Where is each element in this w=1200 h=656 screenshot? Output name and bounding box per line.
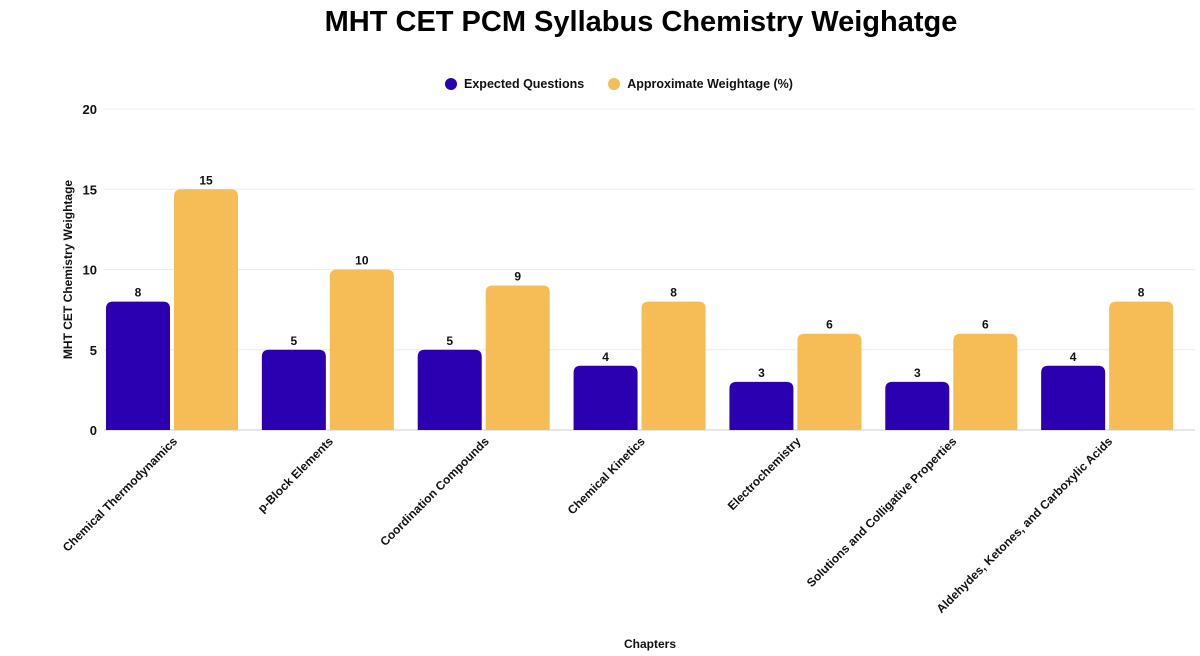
legend-swatch-approximate-weightage bbox=[608, 78, 621, 90]
legend-label-approximate-weightage: Approximate Weightage (%) bbox=[627, 77, 793, 91]
y-tick-label: 0 bbox=[90, 423, 97, 438]
bar-expected-questions bbox=[1041, 365, 1106, 430]
bar-expected-questions bbox=[885, 381, 950, 430]
bar-expected-questions bbox=[573, 365, 638, 430]
data-label: 4 bbox=[602, 350, 609, 364]
bar-approximate-weightage bbox=[329, 269, 394, 430]
x-tick-label: Chemical Kinetics bbox=[565, 434, 648, 517]
x-tick-label: Solutions and Colligative Properties bbox=[804, 434, 960, 590]
x-tick-label: p-Block Elements bbox=[255, 434, 336, 515]
bar-approximate-weightage bbox=[641, 301, 706, 430]
chart-legend: Expected Questions Approximate Weightage… bbox=[0, 77, 1200, 91]
bar-expected-questions bbox=[261, 349, 326, 430]
data-label: 5 bbox=[291, 334, 298, 348]
data-label: 3 bbox=[914, 366, 921, 380]
x-axis-title: Chapters bbox=[624, 637, 676, 651]
y-tick-label: 15 bbox=[83, 182, 97, 197]
legend-item-expected-questions[interactable]: Expected Questions bbox=[445, 77, 584, 91]
legend-label-expected-questions: Expected Questions bbox=[464, 77, 585, 91]
data-label: 5 bbox=[446, 334, 453, 348]
data-label: 10 bbox=[355, 254, 369, 268]
data-label: 8 bbox=[670, 286, 677, 300]
data-label: 4 bbox=[1070, 350, 1077, 364]
data-label: 9 bbox=[514, 270, 521, 284]
y-tick-label: 10 bbox=[83, 263, 97, 278]
legend-swatch-expected-questions bbox=[445, 78, 458, 90]
chart-title: MHT CET PCM Syllabus Chemistry Weighatge bbox=[324, 6, 958, 38]
data-label: 3 bbox=[758, 366, 765, 380]
data-label: 15 bbox=[199, 173, 213, 187]
bar-approximate-weightage bbox=[174, 189, 238, 430]
legend-item-approximate-weightage[interactable]: Approximate Weightage (%) bbox=[608, 77, 793, 91]
y-tick-label: 5 bbox=[90, 343, 97, 358]
y-axis-title: MHT CET Chemistry Weightage bbox=[61, 180, 75, 359]
x-tick-label: Coordination Compounds bbox=[377, 434, 492, 549]
x-tick-label: Electrochemistry bbox=[725, 434, 804, 513]
data-label: 8 bbox=[135, 286, 142, 300]
data-label: 8 bbox=[1138, 286, 1145, 300]
bar-approximate-weightage bbox=[1109, 301, 1174, 430]
y-tick-label: 20 bbox=[83, 102, 97, 117]
bar-approximate-weightage bbox=[797, 333, 862, 430]
x-tick-label: Chemical Thermodynamics bbox=[60, 434, 180, 554]
bar-expected-questions bbox=[106, 301, 170, 430]
data-label: 6 bbox=[826, 318, 833, 332]
bar-approximate-weightage bbox=[953, 333, 1018, 430]
bar-expected-questions bbox=[417, 349, 482, 430]
x-tick-label: Aldehydes, Ketones, and Carboxylic Acids bbox=[934, 434, 1116, 616]
data-label: 6 bbox=[982, 318, 989, 332]
bar-expected-questions bbox=[729, 381, 794, 430]
bar-approximate-weightage bbox=[485, 285, 550, 430]
